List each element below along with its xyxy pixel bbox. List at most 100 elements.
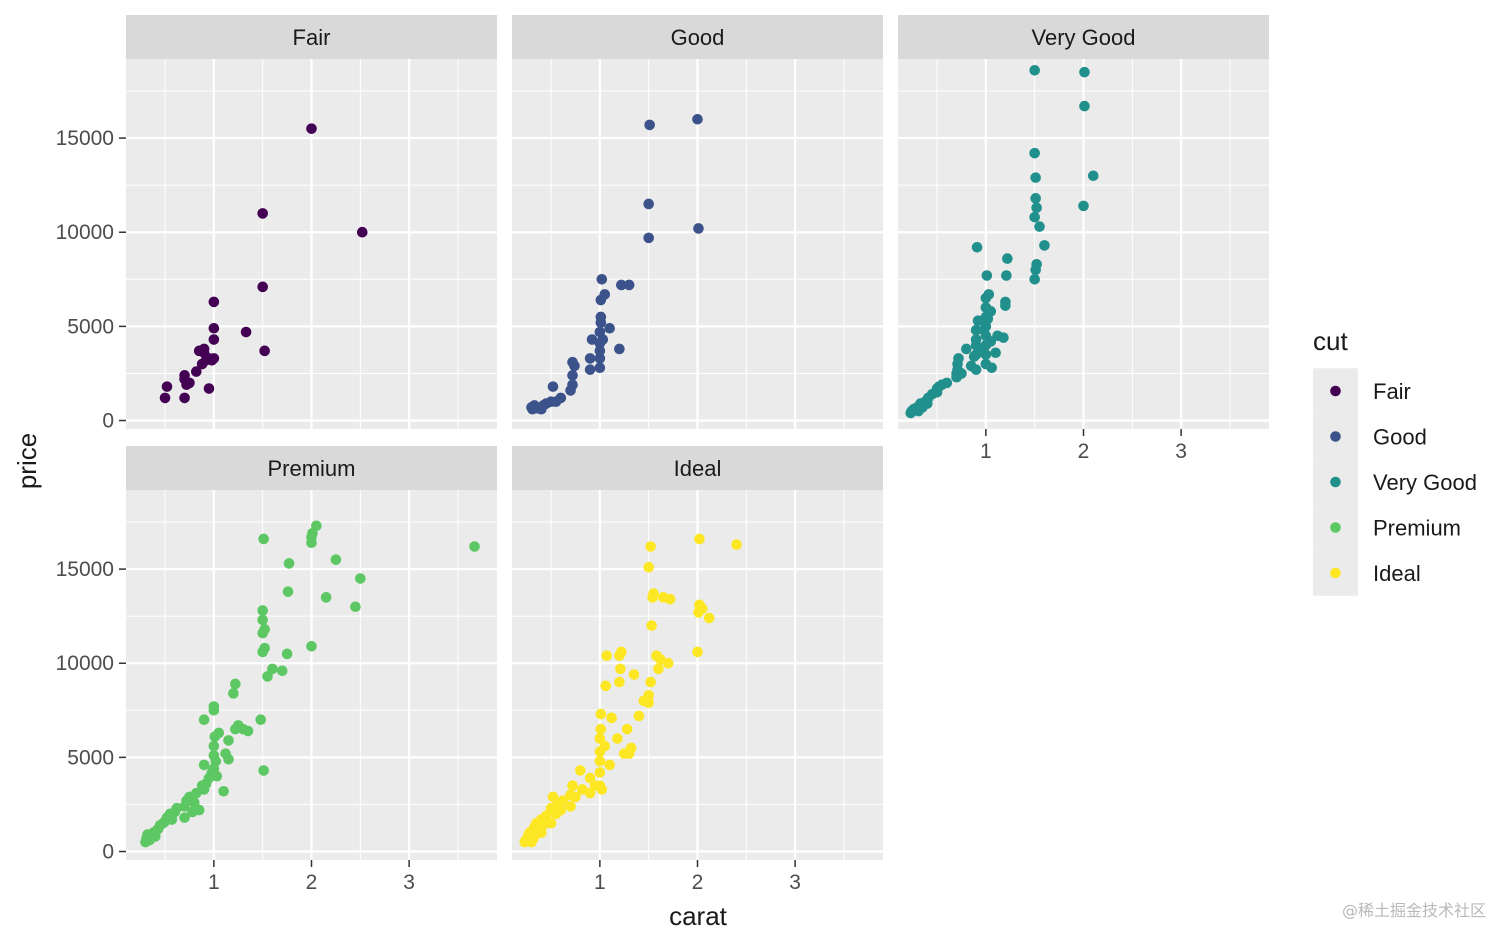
data-point bbox=[970, 364, 982, 375]
x-tick-label: 1 bbox=[980, 440, 992, 463]
x-tick-label: 2 bbox=[692, 871, 704, 894]
data-point bbox=[956, 368, 967, 379]
y-tick-label: 5000 bbox=[67, 746, 114, 769]
data-point bbox=[614, 676, 625, 688]
data-point bbox=[1078, 200, 1089, 212]
data-point bbox=[230, 678, 241, 690]
data-point bbox=[159, 392, 171, 404]
facet-panel-ideal: Ideal 1 2 3 bbox=[512, 446, 883, 894]
data-point bbox=[259, 345, 270, 357]
legend-label: Very Good bbox=[1373, 470, 1477, 495]
data-point bbox=[616, 646, 627, 658]
facet-strip bbox=[126, 15, 497, 59]
data-point bbox=[545, 817, 557, 829]
facet-strip bbox=[512, 446, 883, 490]
data-point bbox=[625, 742, 637, 754]
facet-strip-label: Fair bbox=[293, 25, 331, 50]
data-point bbox=[595, 311, 607, 323]
data-point bbox=[1079, 100, 1090, 112]
data-point bbox=[184, 377, 195, 389]
data-point bbox=[208, 740, 220, 752]
data-point bbox=[643, 561, 654, 573]
data-point bbox=[281, 648, 293, 660]
data-point bbox=[594, 345, 606, 357]
data-point bbox=[575, 765, 586, 776]
data-point bbox=[356, 226, 368, 238]
data-point bbox=[255, 714, 267, 726]
facet-strip bbox=[512, 15, 883, 59]
data-point bbox=[595, 708, 607, 720]
x-tick-label: 3 bbox=[789, 871, 801, 894]
data-point bbox=[190, 366, 202, 377]
data-point bbox=[597, 334, 609, 345]
data-point bbox=[594, 353, 606, 364]
data-point bbox=[179, 392, 190, 404]
data-point bbox=[540, 810, 552, 822]
data-point bbox=[555, 392, 567, 404]
data-point bbox=[547, 381, 559, 392]
data-point bbox=[1034, 221, 1045, 232]
data-point bbox=[203, 383, 215, 394]
data-point bbox=[218, 785, 229, 797]
x-tick-label: 2 bbox=[1078, 440, 1090, 463]
data-point bbox=[259, 624, 270, 635]
facet-strip-label: Ideal bbox=[674, 456, 722, 481]
data-point bbox=[257, 208, 268, 219]
y-axis-title: price bbox=[12, 433, 42, 489]
data-point bbox=[198, 714, 210, 726]
data-point bbox=[211, 770, 223, 782]
data-point bbox=[596, 274, 608, 285]
data-point bbox=[210, 755, 222, 767]
data-point bbox=[692, 646, 703, 658]
y-tick-label: 15000 bbox=[56, 558, 114, 581]
data-point bbox=[1039, 240, 1050, 251]
y-tick-label: 10000 bbox=[56, 221, 114, 244]
data-point bbox=[594, 767, 606, 778]
data-point bbox=[643, 689, 654, 701]
data-point bbox=[1001, 270, 1012, 281]
data-point bbox=[469, 541, 480, 552]
data-point bbox=[259, 642, 270, 654]
data-point bbox=[311, 520, 322, 532]
data-point bbox=[693, 223, 704, 234]
data-point bbox=[258, 533, 269, 545]
data-point bbox=[633, 710, 645, 722]
data-point bbox=[664, 593, 676, 605]
data-point bbox=[208, 353, 220, 364]
data-point bbox=[306, 640, 317, 652]
data-point bbox=[971, 241, 983, 253]
data-point bbox=[179, 812, 190, 823]
data-point bbox=[694, 533, 705, 545]
data-point bbox=[599, 740, 611, 752]
y-tick-label: 10000 bbox=[56, 652, 114, 675]
facet-panel-premium: Premium 0 5000 10000 15000 1 2 3 bbox=[56, 446, 497, 894]
data-point bbox=[612, 733, 623, 744]
data-point bbox=[1079, 66, 1090, 78]
x-tick-label: 1 bbox=[208, 871, 220, 894]
data-point bbox=[1030, 172, 1041, 183]
data-point bbox=[953, 353, 964, 364]
data-point bbox=[584, 787, 596, 799]
data-point bbox=[692, 113, 703, 125]
data-point bbox=[981, 270, 993, 281]
data-point bbox=[998, 332, 1009, 343]
data-point bbox=[615, 663, 626, 675]
data-point bbox=[623, 279, 635, 291]
data-point bbox=[179, 370, 190, 381]
facet-strip-label: Very Good bbox=[1032, 25, 1136, 50]
facet-panel-good: Good bbox=[512, 15, 883, 429]
data-point bbox=[242, 725, 254, 737]
data-point bbox=[567, 370, 578, 381]
data-point bbox=[283, 558, 295, 569]
watermark: @稀土掘金技术社区 bbox=[1341, 901, 1486, 920]
data-point bbox=[567, 780, 578, 791]
data-point bbox=[941, 377, 953, 389]
data-point bbox=[644, 119, 655, 131]
data-point bbox=[240, 326, 252, 338]
data-point bbox=[595, 723, 607, 735]
data-point bbox=[594, 755, 606, 767]
facet-strip bbox=[126, 446, 497, 490]
data-point bbox=[570, 791, 581, 803]
data-point bbox=[662, 657, 674, 669]
data-point bbox=[616, 279, 627, 291]
